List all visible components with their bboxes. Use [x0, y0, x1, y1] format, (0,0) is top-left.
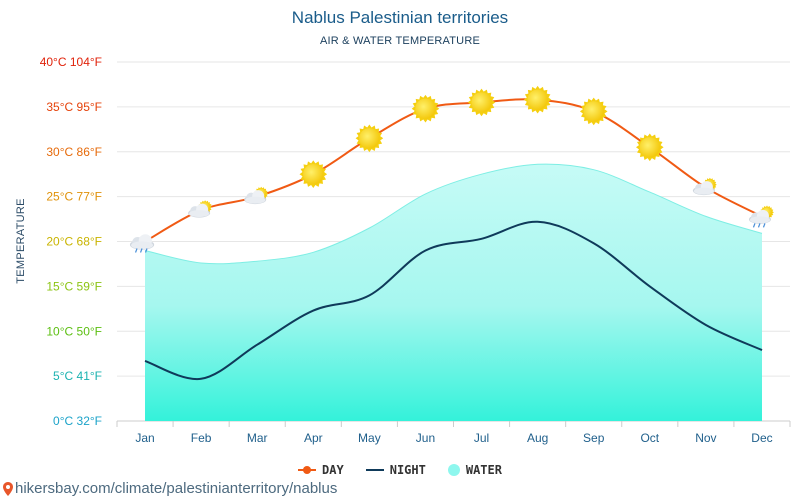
x-tick-label: Oct — [640, 431, 659, 445]
x-tick-label: Jun — [416, 431, 435, 445]
x-tick-label: Jul — [474, 431, 489, 445]
sun-cloud-icon — [244, 186, 269, 205]
y-tick-label: 5°C 41°F — [53, 369, 102, 383]
x-tick-label: Nov — [695, 431, 716, 445]
water-series — [144, 163, 763, 421]
y-tick-label: 15°C 59°F — [46, 279, 102, 293]
sun-cloud-icon — [188, 200, 212, 218]
sun-icon — [579, 97, 608, 126]
weather-icons — [129, 85, 774, 253]
sun-cloud-icon — [692, 177, 717, 196]
y-tick-label: 0°C 32°F — [53, 414, 102, 428]
y-tick-label: 30°C 86°F — [46, 145, 102, 159]
sun-icon — [355, 124, 384, 153]
footer-link[interactable]: hikersbay.com/climate/palestinianterrito… — [3, 480, 337, 497]
sun-icon — [523, 85, 552, 114]
sun-rain-cloud-icon — [748, 205, 774, 228]
legend-day-swatch — [298, 466, 317, 474]
y-tick-label: 35°C 95°F — [46, 100, 102, 114]
x-tick-label: Jan — [135, 431, 154, 445]
legend-item-day[interactable]: DAY — [298, 463, 344, 477]
footer-url: hikersbay.com/climate/palestinianterrito… — [15, 480, 338, 497]
legend-water-swatch — [447, 464, 460, 476]
axis-ticks: 0°C 32°F 5°C 41°F 10°C 50°F 15°C 59°F 20°C 6… — [40, 55, 773, 445]
sun-icon — [299, 160, 328, 188]
water-edge-line — [144, 163, 763, 265]
x-tick-label: Sep — [583, 431, 605, 445]
legend: DAY NIGHT WATER — [0, 463, 800, 477]
legend-item-night[interactable]: NIGHT — [365, 463, 426, 477]
location-pin-icon — [3, 481, 13, 496]
x-tick-label: Apr — [304, 431, 323, 445]
night-line — [144, 220, 763, 380]
sun-icon — [636, 133, 664, 162]
legend-day-label: DAY — [322, 463, 344, 477]
y-tick-label: 40°C 104°F — [40, 55, 102, 69]
x-tick-label: May — [358, 431, 381, 445]
sun-icon — [467, 88, 496, 117]
legend-night-swatch — [365, 469, 384, 471]
y-tick-label: 10°C 50°F — [46, 324, 102, 338]
chart-title: Nablus Palestinian territories — [291, 8, 509, 27]
sun-icon — [411, 94, 440, 123]
rain-cloud-icon — [129, 234, 155, 253]
legend-water-label: WATER — [465, 463, 502, 477]
x-tick-label: Mar — [247, 431, 268, 445]
chart-subtitle: AIR & WATER TEMPERATURE — [319, 35, 481, 47]
x-tick-label: Dec — [751, 431, 772, 445]
y-tick-label: 25°C 77°F — [46, 190, 102, 204]
legend-night-label: NIGHT — [389, 463, 426, 477]
legend-item-water[interactable]: WATER — [447, 463, 502, 477]
water-area — [145, 164, 762, 421]
x-tick-label: Feb — [191, 431, 212, 445]
x-tick-label: Aug — [527, 431, 548, 445]
y-tick-label: 20°C 68°F — [46, 235, 102, 249]
